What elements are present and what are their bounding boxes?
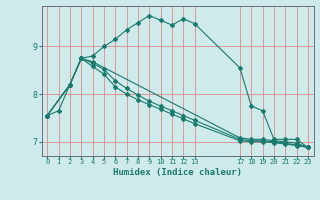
X-axis label: Humidex (Indice chaleur): Humidex (Indice chaleur) — [113, 168, 242, 177]
